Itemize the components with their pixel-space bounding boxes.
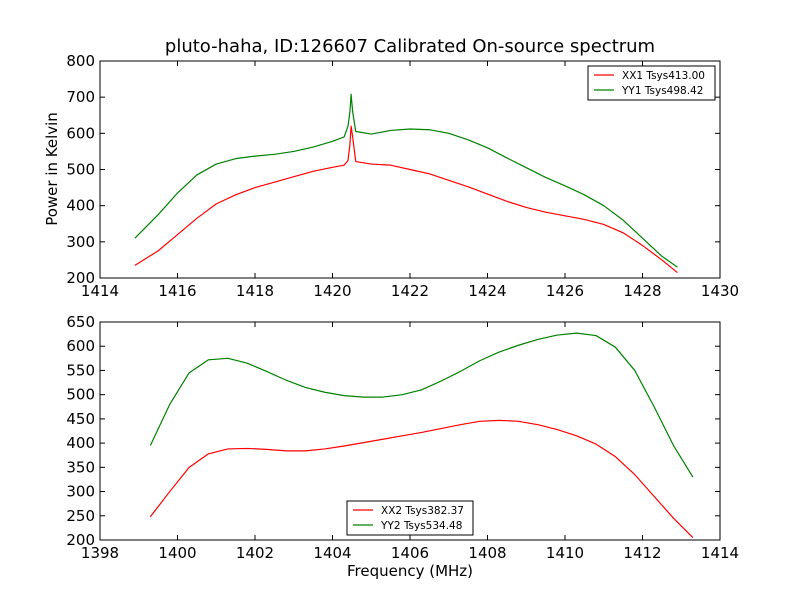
top-y-tick-label: 200 — [66, 269, 95, 287]
bottom-y-tick-label: 650 — [66, 313, 95, 331]
bottom-legend — [346, 500, 474, 536]
top-x-tick-label: 1424 — [468, 282, 506, 300]
top-legend — [587, 65, 716, 101]
top-plot: 1414 1416 1418 1420 1422 1424 1426 1428 1430 200 3… — [66, 52, 739, 300]
bottom-y-tick-label: 450 — [66, 410, 95, 428]
top-x-tick-label: 1414 — [81, 282, 119, 300]
top-series-line-1 — [134, 125, 678, 274]
bottom-x-tick-label: 1400 — [158, 544, 196, 562]
bottom-y-tick-label: 300 — [66, 483, 95, 501]
bottom-x-tick-label: 1412 — [623, 544, 661, 562]
bottom-plot: 1398 1400 1402 1404 1406 1408 1410 1412 1414 200 2… — [66, 313, 739, 562]
top-y-axis-label: Power in Kelvin — [43, 112, 61, 226]
top-legend-label-2: YY1 Tsys498.42 — [621, 85, 703, 97]
bottom-series-line-2 — [149, 332, 694, 478]
bottom-x-tick-label: 1404 — [313, 544, 351, 562]
bottom-y-tick-label: 600 — [66, 337, 95, 355]
bottom-series-line-1 — [149, 419, 694, 539]
bottom-y-tick-label: 550 — [66, 361, 95, 379]
bottom-y-tick-label: 400 — [66, 434, 95, 452]
top-series-line-2 — [134, 93, 678, 268]
chart-title: pluto-haha, ID:126607 Calibrated On-sour… — [165, 36, 655, 57]
bottom-x-tick-label: 1410 — [546, 544, 584, 562]
top-x-tick-label: 1420 — [313, 282, 351, 300]
bottom-legend-label-2: YY2 Tsys534.48 — [380, 520, 462, 532]
top-x-tick-label: 1428 — [623, 282, 661, 300]
bottom-x-axis-label: Frequency (MHz) — [347, 562, 473, 580]
bottom-x-tick-label: 1398 — [81, 544, 119, 562]
top-legend-label-1: XX1 Tsys413.00 — [622, 70, 705, 82]
bottom-x-tick-label: 1402 — [236, 544, 274, 562]
top-x-tick-label: 1426 — [546, 282, 584, 300]
bottom-y-tick-label: 500 — [66, 386, 95, 404]
bottom-y-tick-label: 350 — [66, 458, 95, 476]
top-x-tick-label: 1430 — [701, 282, 739, 300]
top-x-tick-label: 1416 — [158, 282, 196, 300]
bottom-x-tick-label: 1408 — [468, 544, 506, 562]
top-x-tick-label: 1422 — [391, 282, 429, 300]
bottom-legend-label-1: XX2 Tsys382.37 — [381, 505, 464, 517]
bottom-y-tick-label: 250 — [66, 507, 95, 525]
bottom-x-tick-label: 1406 — [391, 544, 429, 562]
top-y-tick-label: 500 — [66, 161, 95, 179]
top-y-tick-label: 700 — [66, 88, 95, 106]
top-y-tick-label: 800 — [66, 52, 95, 70]
top-y-tick-label: 400 — [66, 197, 95, 215]
top-y-tick-label: 600 — [66, 124, 95, 142]
bottom-y-tick-label: 200 — [66, 531, 95, 549]
bottom-x-tick-label: 1414 — [701, 544, 739, 562]
top-y-tick-label: 300 — [66, 233, 95, 251]
top-x-tick-label: 1418 — [236, 282, 274, 300]
